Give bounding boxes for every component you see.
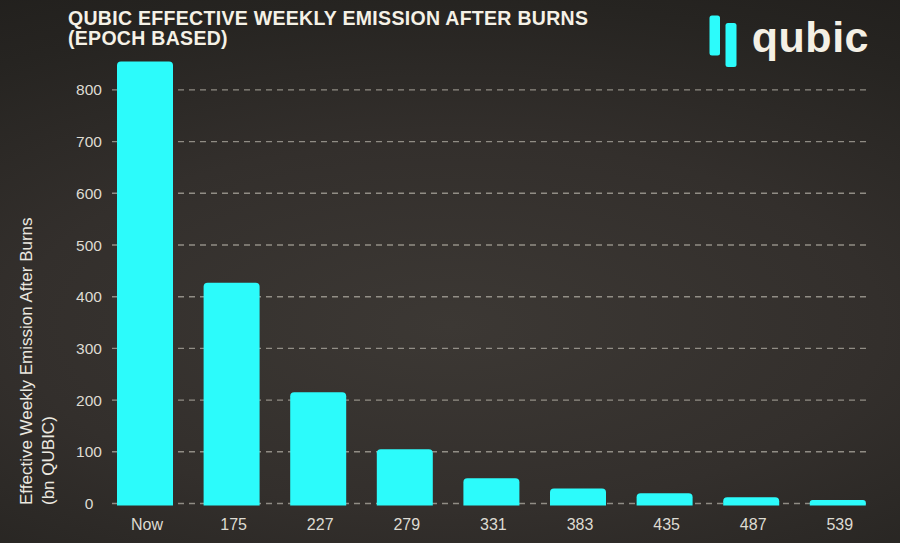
bar-539 xyxy=(810,500,866,506)
y-tick-label: 0 xyxy=(85,495,94,512)
y-tick-label: 600 xyxy=(76,185,102,202)
x-tick-label: 487 xyxy=(740,516,767,533)
y-tick-label: 300 xyxy=(76,340,102,357)
bar-227 xyxy=(290,392,346,505)
bar-now xyxy=(117,61,173,505)
chart-canvas: 0 100 200 300 400 500 600 700 800 Now 175 227 279 331… xyxy=(0,0,900,543)
x-tick-label: 175 xyxy=(220,516,247,533)
bar-175 xyxy=(204,283,260,506)
y-tick-label: 100 xyxy=(76,443,102,460)
chart-panel: QUBIC EFFECTIVE WEEKLY EMISSION AFTER BU… xyxy=(0,0,900,543)
x-tick-label: 435 xyxy=(653,516,680,533)
x-tick-label: 331 xyxy=(480,516,507,533)
y-tick-label: 500 xyxy=(76,237,102,254)
bar-383 xyxy=(550,489,606,506)
x-tick-label: 383 xyxy=(567,516,594,533)
bar-279 xyxy=(377,449,433,505)
bar-487 xyxy=(723,497,779,505)
bar-435 xyxy=(637,493,693,505)
bar-331 xyxy=(463,478,519,505)
x-tick-label: 279 xyxy=(393,516,420,533)
y-tick-label: 800 xyxy=(76,81,102,98)
x-tick-label: Now xyxy=(131,516,163,533)
y-tick-label: 400 xyxy=(76,288,102,305)
x-tick-label: 539 xyxy=(826,516,853,533)
y-tick-label: 700 xyxy=(76,133,102,150)
y-tick-label: 200 xyxy=(76,392,102,409)
x-tick-label: 227 xyxy=(307,516,334,533)
